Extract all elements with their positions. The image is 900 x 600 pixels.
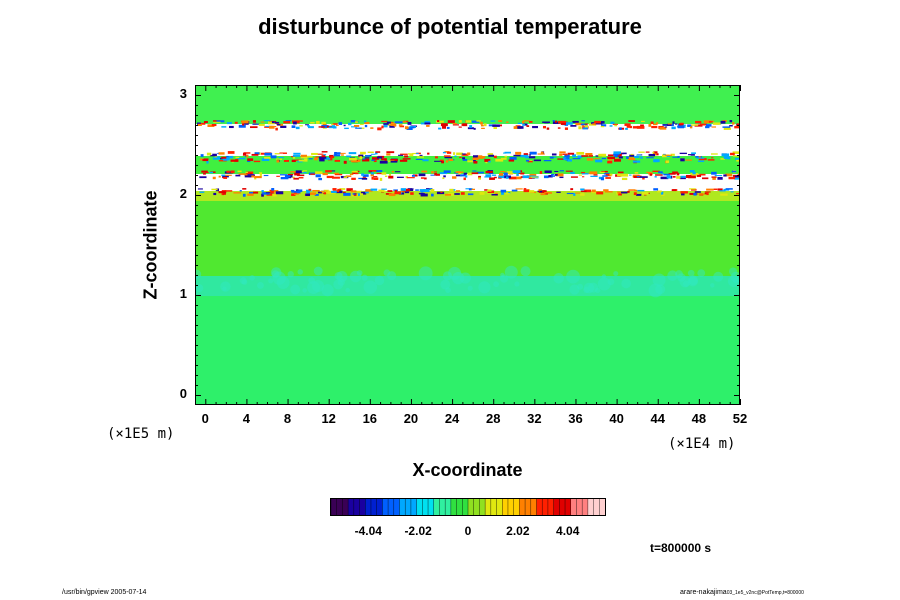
x-tick-label: 52 — [732, 411, 748, 426]
y-tick-label: 2 — [179, 186, 187, 201]
y-axis-label: Z-coordinate — [140, 190, 161, 300]
colorbar-swatch — [422, 499, 429, 515]
time-label: t=800000 s — [650, 541, 712, 555]
colorbar-swatch — [547, 499, 554, 515]
colorbar-swatch — [530, 499, 537, 515]
x-tick-label: 8 — [283, 411, 292, 426]
colorbar-tick-label: 2.02 — [506, 524, 530, 538]
colorbar-swatch — [485, 499, 492, 515]
colorbar-swatch — [513, 499, 520, 515]
colorbar-tick-label: 4.04 — [556, 524, 580, 538]
y-multiplier-label: (×1E5 m) — [107, 426, 175, 442]
colorbar-swatch — [553, 499, 560, 515]
x-tick-label: 44 — [650, 411, 665, 426]
field-layer-5 — [196, 156, 739, 174]
colorbar-swatch — [507, 499, 514, 515]
footer-right-main: arare-nakajima — [680, 589, 727, 596]
field-texture — [196, 120, 739, 298]
colorbar-swatch — [336, 499, 343, 515]
x-tick-label: 20 — [403, 411, 419, 426]
colorbar-swatch — [388, 499, 395, 515]
colorbar-swatch — [445, 499, 452, 515]
colorbar-swatch — [353, 499, 360, 515]
colorbar-swatch — [382, 499, 389, 515]
colorbar-swatch — [525, 499, 532, 515]
colorbar-swatch — [468, 499, 475, 515]
y-tick-label: 1 — [179, 286, 187, 301]
x-tick-label: 0 — [201, 411, 209, 426]
field-layer-2 — [196, 201, 739, 276]
colorbar-swatch — [490, 499, 497, 515]
field-layer-7 — [196, 86, 739, 124]
colorbar-swatch — [399, 499, 406, 515]
y-tick-label: 3 — [179, 86, 187, 101]
colorbar-swatch — [570, 499, 577, 515]
footer-left-text: /usr/bin/gpview 2005-07-14 — [62, 589, 147, 596]
colorbar-tick-label: -2.02 — [404, 524, 432, 538]
colorbar-swatch — [565, 499, 572, 515]
colorbar-swatch — [536, 499, 543, 515]
colorbar-gradient — [330, 499, 606, 515]
colorbar-swatch — [410, 499, 417, 515]
footer-right-sub: 03_1e5_v2nc@PotTemp,t=800000 — [726, 590, 804, 596]
x-multiplier-label: (×1E4 m) — [668, 436, 736, 452]
plot-area — [195, 85, 740, 405]
colorbar-swatch — [462, 499, 469, 515]
colorbar — [330, 498, 606, 516]
colorbar-swatch — [519, 499, 526, 515]
x-tick-label: 24 — [444, 411, 460, 426]
colorbar-swatch — [365, 499, 372, 515]
colorbar-swatch — [502, 499, 509, 515]
colorbar-swatch — [496, 499, 503, 515]
colorbar-swatch — [593, 499, 600, 515]
colorbar-swatch — [433, 499, 440, 515]
colorbar-swatch — [331, 499, 338, 515]
colorbar-swatch — [599, 499, 606, 515]
colorbar-swatch — [370, 499, 377, 515]
colorbar-swatch — [359, 499, 366, 515]
colorbar-swatch — [473, 499, 480, 515]
colorbar-swatch — [542, 499, 549, 515]
colorbar-swatch — [582, 499, 589, 515]
colorbar-swatch — [342, 499, 349, 515]
x-tick-label: 36 — [568, 411, 583, 426]
x-tick-label: 16 — [362, 411, 378, 426]
colorbar-swatch — [587, 499, 594, 515]
colorbar-swatch — [405, 499, 412, 515]
colorbar-swatch — [559, 499, 566, 515]
x-tick-label: 28 — [485, 411, 501, 426]
colorbar-swatch — [456, 499, 463, 515]
x-tick-label: 48 — [691, 411, 707, 426]
footer-right-text: arare-nakajima03_1e5_v2nc@PotTemp,t=8000… — [680, 589, 804, 596]
colorbar-swatch — [450, 499, 457, 515]
y-tick-label: 0 — [179, 386, 187, 401]
colorbar-swatch — [428, 499, 435, 515]
x-tick-label: 40 — [609, 411, 624, 426]
colorbar-swatch — [439, 499, 446, 515]
colorbar-swatch — [416, 499, 423, 515]
colorbar-swatch — [348, 499, 355, 515]
colorbar-swatch — [479, 499, 486, 515]
x-tick-label: 32 — [527, 411, 542, 426]
field-layer-6 — [196, 124, 739, 156]
heatmap-field — [196, 86, 739, 404]
field-layer-0 — [196, 276, 739, 404]
colorbar-tick-label: -4.04 — [354, 524, 382, 538]
colorbar-tick-label: 0 — [464, 524, 472, 538]
colorbar-swatch — [393, 499, 400, 515]
x-axis-label: X-coordinate — [412, 460, 523, 480]
colorbar-swatch — [576, 499, 583, 515]
x-tick-label: 12 — [321, 411, 336, 426]
colorbar-swatch — [376, 499, 383, 515]
x-tick-label: 4 — [242, 411, 251, 426]
chart-title: disturbunce of potential temperature — [258, 14, 642, 39]
field-layer-3 — [196, 191, 739, 201]
